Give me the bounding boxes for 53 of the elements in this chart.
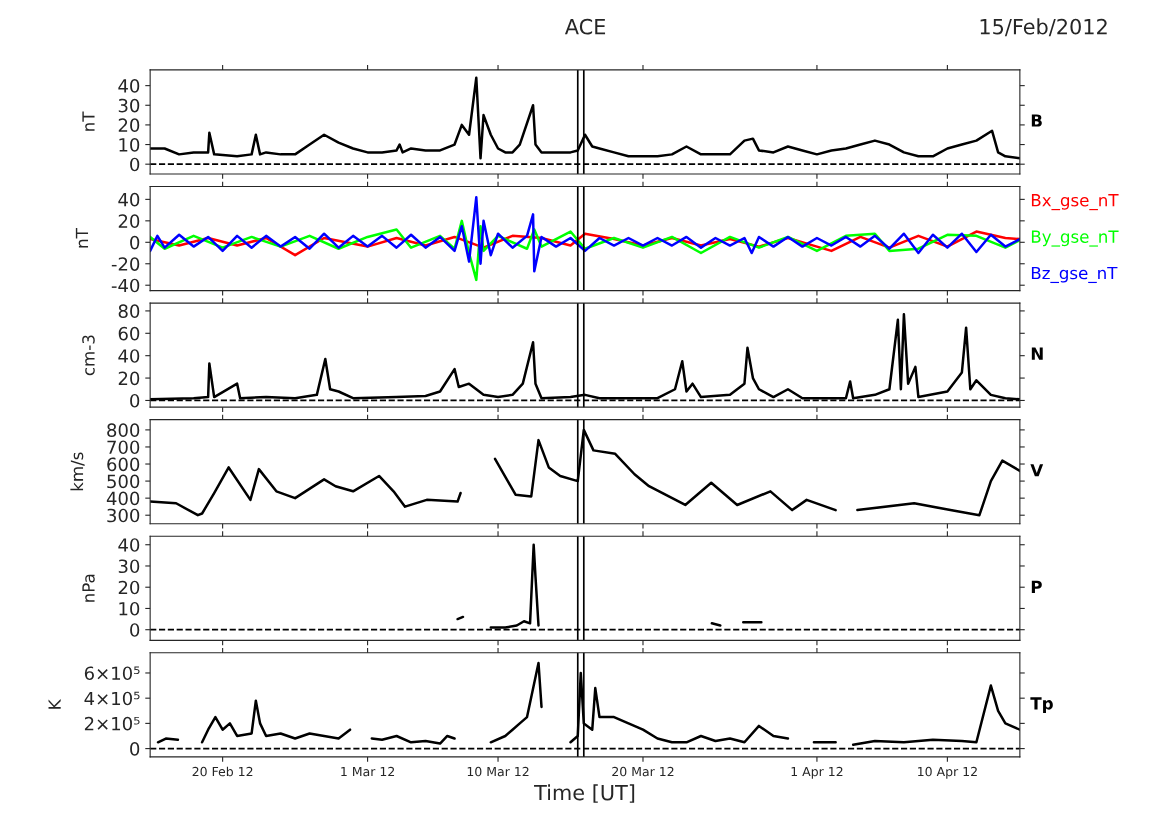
- y-tick-label: 40: [118, 79, 140, 93]
- y-tick-label: 40: [118, 192, 140, 207]
- y-tick-label: 20: [118, 118, 140, 133]
- y-axis-title: nPa: [82, 574, 95, 602]
- y-tick-label: 20: [118, 214, 140, 228]
- x-tick-label: 20 Mar 12: [612, 766, 674, 777]
- x-tick-label: 1 Mar 12: [341, 766, 395, 777]
- x-tick-label: 10 Mar 12: [467, 766, 529, 777]
- y-tick-label: 80: [118, 304, 140, 319]
- y-tick-label: 0: [130, 393, 140, 408]
- y-tick-label: 30: [118, 98, 140, 113]
- y-axis-title: cm-3: [82, 335, 95, 376]
- x-tick-label: 1 Apr 12: [791, 766, 843, 779]
- y-axis-title: nT: [82, 111, 95, 131]
- y-tick-label: 40: [118, 538, 140, 552]
- series-label: Bz_gse_nT: [1031, 266, 1118, 284]
- y-axis-title: K: [48, 699, 61, 709]
- series-label: V: [1030, 464, 1044, 477]
- chart-subtitle: 15/Feb/2012: [980, 18, 1107, 37]
- y-tick-label: 500: [107, 474, 140, 489]
- y-tick-label: 800: [107, 423, 140, 438]
- y-tick-label: 0: [130, 742, 140, 756]
- y-tick-label: 60: [118, 326, 140, 341]
- y-axis-title: nT: [75, 228, 89, 248]
- text: B: [1031, 114, 1042, 127]
- y-tick-label: -40: [111, 278, 140, 293]
- y-tick-label: 400: [106, 491, 140, 506]
- y-tick-label: 600: [107, 457, 140, 472]
- x-axis-title: Time [UT]: [534, 784, 635, 803]
- series-label: Bx_gse_nT: [1031, 194, 1119, 211]
- series-label: By_gse_nT: [1031, 230, 1119, 247]
- text: N: [1031, 347, 1043, 360]
- y-tick-label: 10: [119, 138, 140, 152]
- y-tick-label: 10: [119, 601, 140, 616]
- y-tick-label: 300: [107, 508, 140, 523]
- y-tick-label: -20: [111, 257, 140, 271]
- y-tick-label: 20: [118, 371, 140, 386]
- y-tick-label: 30: [118, 559, 140, 574]
- y-tick-label: 0: [130, 157, 140, 172]
- y-tick-label: 2×10⁵: [84, 716, 140, 731]
- y-tick-label: 700: [107, 440, 140, 455]
- chart-title: ACE: [564, 18, 606, 35]
- series-label: Tp: [1030, 697, 1053, 713]
- y-tick-label: 20: [118, 580, 140, 595]
- x-tick-label: 10 Apr 12: [918, 766, 977, 779]
- y-tick-label: 0: [130, 235, 140, 250]
- y-tick-label: 0: [130, 623, 140, 637]
- y-tick-label: 4×10⁵: [84, 691, 140, 706]
- y-tick-label: 6×10⁵: [84, 666, 140, 681]
- y-tick-label: 40: [118, 349, 140, 363]
- y-axis-title: km/s: [70, 452, 85, 491]
- x-tick-label: 20 Feb 12: [192, 766, 253, 777]
- text: P: [1031, 580, 1042, 593]
